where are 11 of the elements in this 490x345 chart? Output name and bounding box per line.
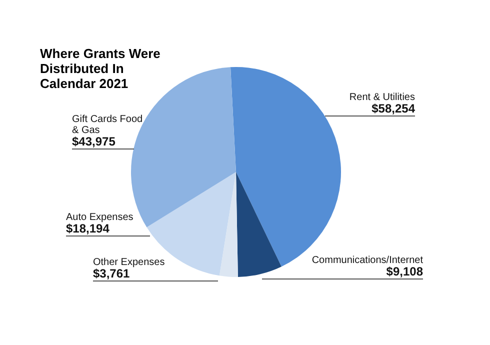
slice-label: Gift Cards Food & Gas xyxy=(72,114,143,136)
data-label: $18,194 xyxy=(66,221,110,236)
data-label: $58,254 xyxy=(372,101,416,116)
slice-label: Other Expenses xyxy=(93,256,165,268)
slice-label: Communications/Internet xyxy=(312,254,424,266)
chart-title: Where Grants Were Distributed In Calendar 2021 xyxy=(40,46,162,91)
data-label: $3,761 xyxy=(93,266,130,280)
data-label: $43,975 xyxy=(72,134,116,148)
slice-label: Rent & Utilities xyxy=(349,92,415,103)
slice-label: Auto Expenses xyxy=(66,212,134,223)
data-label: $9,108 xyxy=(386,264,424,278)
